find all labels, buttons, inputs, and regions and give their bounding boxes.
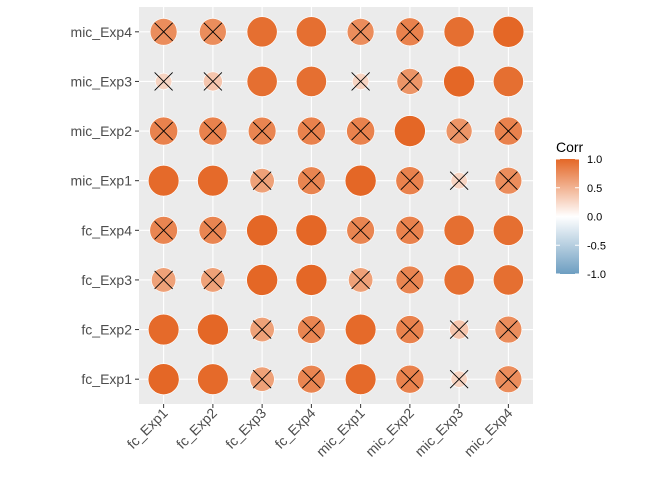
x-tick-label: fc_Exp2 <box>173 405 220 452</box>
insignificance-cross <box>400 22 420 42</box>
corr-circle <box>246 16 278 48</box>
legend-tick-label: 1.0 <box>587 154 602 166</box>
insignificance-cross <box>252 121 272 141</box>
insignificance-cross <box>252 171 272 191</box>
y-axis: fc_Exp1 fc_Exp2 fc_Exp3 fc_Exp4 mic_Exp1 mic_… <box>71 24 139 387</box>
insignificance-cross <box>154 121 173 141</box>
insignificance-cross <box>203 270 223 290</box>
x-tick-label: mic_Exp3 <box>411 405 466 460</box>
plot-panel <box>139 7 533 404</box>
corr-circle <box>246 264 278 296</box>
insignificance-cross <box>351 270 370 290</box>
insignificance-cross <box>203 121 223 141</box>
x-tick-label: fc_Exp1 <box>124 405 171 452</box>
insignificance-cross <box>449 171 469 191</box>
insignificance-cross <box>499 320 518 339</box>
corr-circle <box>246 214 278 247</box>
corr-circle <box>197 165 229 197</box>
y-tick-label: mic_Exp1 <box>71 173 133 189</box>
insignificance-cross <box>203 22 223 42</box>
legend-title: Corr <box>556 139 584 155</box>
insignificance-cross <box>302 171 321 191</box>
corr-circle <box>492 214 524 246</box>
corr-circle <box>246 66 278 97</box>
corr-circle <box>492 264 524 296</box>
insignificance-crosses <box>154 22 518 389</box>
corr-circle <box>295 264 328 296</box>
insignificance-cross <box>351 121 370 141</box>
legend-colorbar <box>556 159 579 274</box>
insignificance-cross <box>203 72 223 91</box>
y-tick-label: mic_Exp3 <box>71 73 133 89</box>
insignificance-cross <box>449 121 469 141</box>
corr-circle <box>147 313 180 346</box>
insignificance-cross <box>400 171 420 191</box>
corr-circle <box>147 165 180 197</box>
insignificance-cross <box>302 121 321 141</box>
corr-circle <box>443 214 475 246</box>
legend-tick-label: -0.5 <box>587 240 606 252</box>
y-tick-label: fc_Exp2 <box>81 322 132 338</box>
insignificance-cross <box>400 220 420 240</box>
y-tick-label: mic_Exp2 <box>71 123 133 139</box>
x-tick-label: mic_Exp2 <box>362 405 417 460</box>
legend-tick-label: 0.0 <box>587 212 602 224</box>
corr-circle <box>492 66 524 97</box>
insignificance-cross <box>351 220 370 240</box>
corr-circle <box>492 16 525 48</box>
corr-circle <box>295 214 328 247</box>
insignificance-cross <box>154 270 173 290</box>
insignificance-cross <box>252 369 272 389</box>
corr-circle <box>147 363 180 395</box>
corr-circle <box>197 363 229 395</box>
y-tick-label: fc_Exp4 <box>81 222 132 238</box>
insignificance-cross <box>400 369 420 389</box>
insignificance-cross <box>499 369 518 389</box>
legend: Corr 1.0 0.5 0.0 -0.5 -1.0 <box>556 139 606 281</box>
insignificance-cross <box>302 369 321 389</box>
corr-circle <box>344 313 377 346</box>
x-axis: fc_Exp1 fc_Exp2 fc_Exp3 fc_Exp4mic_Exp1mic_… <box>124 404 516 460</box>
insignificance-cross <box>154 220 173 240</box>
x-tick-label: mic_Exp4 <box>461 405 516 460</box>
x-tick-label: mic_Exp1 <box>313 405 368 460</box>
y-tick-label: fc_Exp3 <box>81 272 132 288</box>
corr-circle <box>344 363 377 395</box>
corr-circle <box>443 16 475 48</box>
insignificance-cross <box>499 121 518 141</box>
corr-circle <box>295 66 327 97</box>
legend-tick-label: 0.5 <box>587 183 602 195</box>
insignificance-cross <box>203 220 223 240</box>
corr-circle <box>344 164 377 197</box>
y-tick-label: mic_Exp4 <box>71 24 133 40</box>
insignificance-cross <box>499 171 518 191</box>
x-tick-label: fc_Exp4 <box>271 405 318 452</box>
insignificance-cross <box>252 320 272 339</box>
insignificance-cross <box>302 320 321 339</box>
corr-circle <box>443 65 475 98</box>
x-tick-label: fc_Exp3 <box>222 405 269 452</box>
insignificance-cross <box>449 369 469 389</box>
insignificance-cross <box>154 22 173 42</box>
y-tick-label: fc_Exp1 <box>81 371 132 387</box>
insignificance-cross <box>154 72 173 91</box>
corr-circle <box>443 264 475 296</box>
corr-circle <box>394 115 426 147</box>
insignificance-cross <box>400 72 420 91</box>
insignificance-cross <box>400 320 420 339</box>
insignificance-cross <box>351 22 370 42</box>
legend-ticks: 1.0 0.5 0.0 -0.5 -1.0 <box>556 154 606 281</box>
insignificance-cross <box>449 320 469 339</box>
legend-tick-label: -1.0 <box>587 269 606 281</box>
insignificance-cross <box>400 270 420 290</box>
insignificance-cross <box>351 72 370 91</box>
corr-circle <box>197 313 229 346</box>
corr-circle <box>295 16 327 48</box>
